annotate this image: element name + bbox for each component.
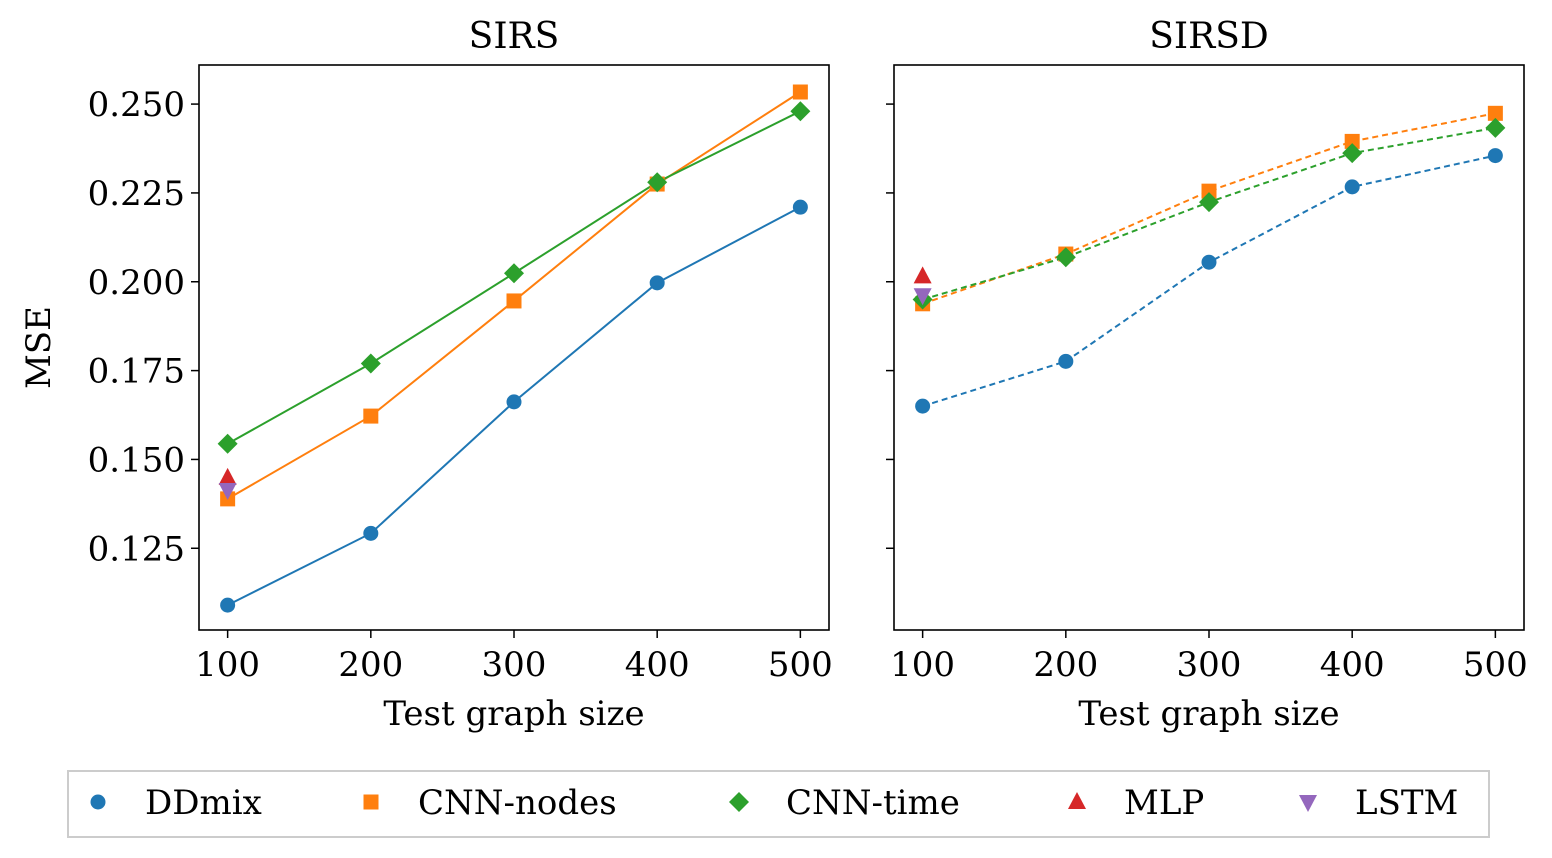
x-tick-label: 400 — [1320, 645, 1385, 685]
point-ddmix — [1058, 353, 1074, 369]
legend-label-cnn-time: CNN-time — [786, 783, 960, 823]
y-tick-label: 0.125 — [88, 529, 185, 569]
point-ddmix — [915, 398, 931, 414]
point-cnn-nodes — [1201, 183, 1217, 199]
legend-box — [67, 770, 1490, 838]
point-ddmix — [363, 525, 379, 541]
point-cnn-nodes — [1344, 133, 1360, 149]
x-tick-label: 100 — [195, 645, 260, 685]
point-lstm — [913, 288, 932, 306]
point-cnn-nodes — [506, 293, 522, 309]
panel-sirs: SIRS 100 200 300 400 500 0.125 0.150 0.175 0.200 0… — [19, 16, 833, 734]
point-ddmix — [220, 597, 236, 613]
point-ddmix — [506, 394, 522, 410]
point-lstm — [218, 482, 237, 500]
x-tick-label: 500 — [1463, 645, 1528, 685]
legend-marker-cnn-nodes — [363, 794, 379, 810]
legend-marker-ddmix — [90, 794, 106, 810]
x-tick-label: 200 — [338, 645, 403, 685]
y-tick-label: 0.150 — [88, 440, 185, 480]
point-cnn-time — [360, 353, 381, 374]
point-cnn-time — [504, 263, 524, 284]
point-cnn-time — [790, 101, 811, 122]
point-ddmix — [792, 199, 808, 215]
y-tick-label: 0.200 — [88, 263, 185, 303]
x-tick-label: 100 — [890, 645, 955, 685]
legend-label-lstm: LSTM — [1355, 783, 1458, 823]
legend-marker-cnn-time — [729, 792, 749, 812]
legend-label-mlp: MLP — [1124, 783, 1204, 823]
point-ddmix — [1487, 148, 1503, 164]
x-tick-label: 200 — [1033, 645, 1098, 685]
point-cnn-time — [217, 433, 238, 454]
legend-marker-lstm — [1299, 795, 1317, 812]
x-tick-label: 500 — [768, 645, 833, 685]
series-line-cnn-nodes — [922, 112, 1496, 305]
panel-title: SIRSD — [1149, 16, 1269, 57]
y-axis-label: MSE — [19, 306, 59, 389]
legend-label-ddmix: DDmix — [145, 783, 262, 823]
legend: DDmix CNN-nodes CNN-time MLP LSTM — [67, 770, 1490, 838]
y-tick-label: 0.225 — [88, 174, 185, 214]
point-cnn-nodes — [792, 84, 808, 100]
point-cnn-time — [647, 172, 668, 193]
axes-frame — [893, 64, 1525, 631]
x-axis-label: Test graph size — [383, 694, 644, 734]
x-tick-label: 300 — [1177, 645, 1242, 685]
axes-frame — [198, 64, 830, 631]
x-tick-label: 300 — [482, 645, 547, 685]
x-tick-label: 400 — [625, 645, 690, 685]
point-mlp — [913, 266, 932, 284]
point-cnn-time — [1199, 192, 1219, 213]
y-tick-label: 0.175 — [88, 352, 185, 392]
y-tick-label: 0.250 — [88, 85, 185, 125]
point-mlp — [218, 467, 237, 485]
x-axis-label: Test graph size — [1078, 694, 1339, 734]
point-ddmix — [1201, 254, 1217, 270]
point-ddmix — [649, 275, 665, 291]
legend-label-cnn-nodes: CNN-nodes — [418, 783, 617, 823]
point-cnn-time — [1342, 143, 1363, 164]
legend-marker-mlp — [1068, 792, 1086, 809]
point-cnn-time — [1485, 117, 1506, 138]
panel-title: SIRS — [469, 16, 560, 57]
panel-sirsd: SIRSD 100 200 300 400 500 Test graph size — [886, 16, 1528, 734]
point-ddmix — [1344, 179, 1360, 195]
point-cnn-nodes — [363, 408, 379, 424]
point-cnn-time — [1055, 247, 1076, 268]
point-cnn-nodes — [1487, 105, 1503, 121]
